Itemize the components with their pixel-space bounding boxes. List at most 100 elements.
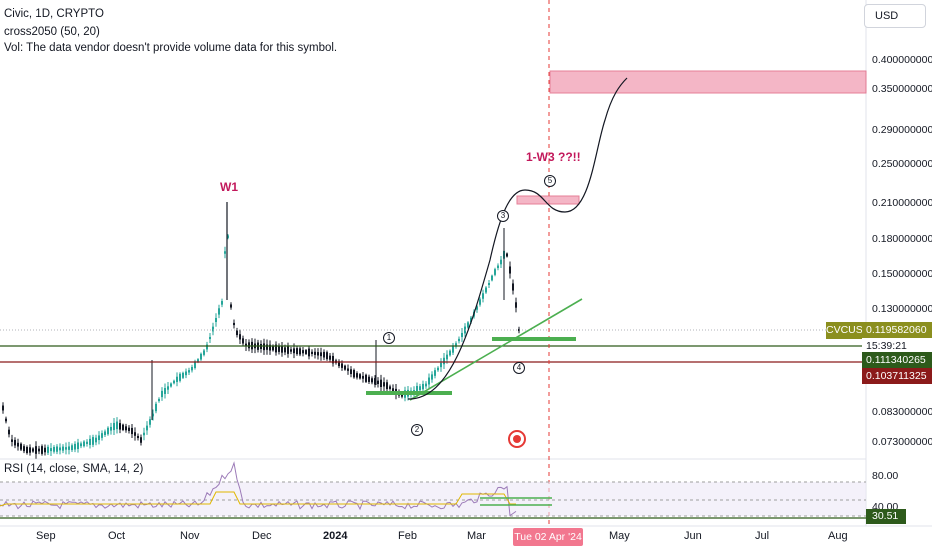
candle-body <box>377 380 379 385</box>
candle-body <box>248 342 250 349</box>
candle-body <box>197 359 199 363</box>
candle-body <box>494 269 496 275</box>
time-axis-label: Jun <box>684 530 702 542</box>
candle-body <box>179 373 181 381</box>
candle-body <box>512 283 514 291</box>
candle-body <box>92 437 94 445</box>
candle-body <box>143 432 145 436</box>
candle-body <box>443 357 445 365</box>
candle-body <box>203 350 205 355</box>
countdown-label: 15:39:21 <box>862 338 932 354</box>
event-flag-icon[interactable] <box>508 430 526 448</box>
candle-body <box>482 293 484 299</box>
target-zone <box>549 70 867 94</box>
resistance-zone <box>516 195 580 205</box>
candle-body <box>89 438 91 445</box>
candle-body <box>314 351 316 355</box>
candle-body <box>371 378 373 383</box>
candle-body <box>434 370 436 376</box>
candle-body <box>227 235 229 238</box>
candle-body <box>422 383 424 390</box>
candle-body <box>362 375 364 379</box>
candle-body <box>122 424 124 430</box>
candle-body <box>59 447 61 451</box>
candle-body <box>29 447 31 453</box>
candle-body <box>221 301 223 305</box>
candle-body <box>146 425 148 431</box>
candle-body <box>128 427 130 431</box>
candle-body <box>236 330 238 336</box>
candle-body <box>101 433 103 438</box>
candle-body <box>17 442 19 447</box>
candle-body <box>83 441 85 447</box>
candle-body <box>116 421 118 430</box>
candle-body <box>329 355 331 360</box>
candle-body <box>374 378 376 385</box>
candle-body <box>446 354 448 360</box>
candle-body <box>149 419 151 425</box>
candle-body <box>392 388 394 392</box>
candle-body <box>419 386 421 391</box>
candle-body <box>326 352 328 360</box>
wave-point-3: 3 <box>497 210 509 222</box>
currency-button[interactable]: USD <box>864 4 926 28</box>
candle-body <box>311 351 313 355</box>
candle-body <box>269 344 271 351</box>
price-axis-label: 0.083000000 <box>872 406 932 418</box>
rsi-line <box>0 461 517 517</box>
indicator-legend[interactable]: cross2050 (50, 20) <box>4 26 100 38</box>
rsi-legend[interactable]: RSI (14, close, SMA, 14, 2) <box>4 463 144 475</box>
candle-body <box>2 405 4 411</box>
candle-body <box>86 441 88 445</box>
wave-point-4: 4 <box>513 362 525 374</box>
candle-body <box>356 373 358 378</box>
candle-body <box>20 443 22 450</box>
candle-body <box>188 370 190 373</box>
candle-body <box>35 446 37 454</box>
candle-body <box>98 435 100 441</box>
candle-body <box>506 253 508 257</box>
candle-body <box>368 376 370 382</box>
candle-body <box>47 446 49 453</box>
time-axis-label: Aug <box>828 530 848 542</box>
time-axis-label: Mar <box>467 530 486 542</box>
candle-body <box>341 363 343 368</box>
candle-body <box>5 418 7 422</box>
candle-body <box>167 386 169 390</box>
candle-body <box>182 372 184 378</box>
wave-label-w1: W1 <box>220 180 238 194</box>
candle-body <box>323 351 325 358</box>
candle-body <box>383 382 385 387</box>
candle-body <box>23 446 25 452</box>
candle-body <box>209 336 211 340</box>
candle-body <box>449 350 451 356</box>
time-axis-label: Nov <box>180 530 200 542</box>
candle-body <box>425 383 427 387</box>
candle-body <box>317 352 319 356</box>
candle-body <box>41 446 43 454</box>
candle-body <box>491 275 493 281</box>
time-axis-label: May <box>609 530 630 542</box>
candle-body <box>386 382 388 390</box>
candle-body <box>8 429 10 435</box>
candle-body <box>290 349 292 352</box>
last-price-tag: 0.119582060 <box>862 322 932 338</box>
candle-body <box>455 343 457 347</box>
candle-body <box>263 343 265 351</box>
candle-body <box>458 338 460 342</box>
candle-body <box>431 374 433 380</box>
candle-body <box>95 437 97 443</box>
crosshair-date-tag: Tue 02 Apr '24 <box>513 528 583 546</box>
price-axis-label: 0.150000000 <box>872 268 932 280</box>
candle-body <box>74 443 76 450</box>
candle-body <box>11 439 13 442</box>
time-axis-label: 2024 <box>323 530 348 542</box>
candle-body <box>488 282 490 286</box>
candle-body <box>437 367 439 371</box>
rsi-sma-line <box>0 491 516 507</box>
candle-body <box>176 376 178 382</box>
candle-body <box>38 448 40 452</box>
price-axis-label: 0.180000000 <box>872 233 932 245</box>
